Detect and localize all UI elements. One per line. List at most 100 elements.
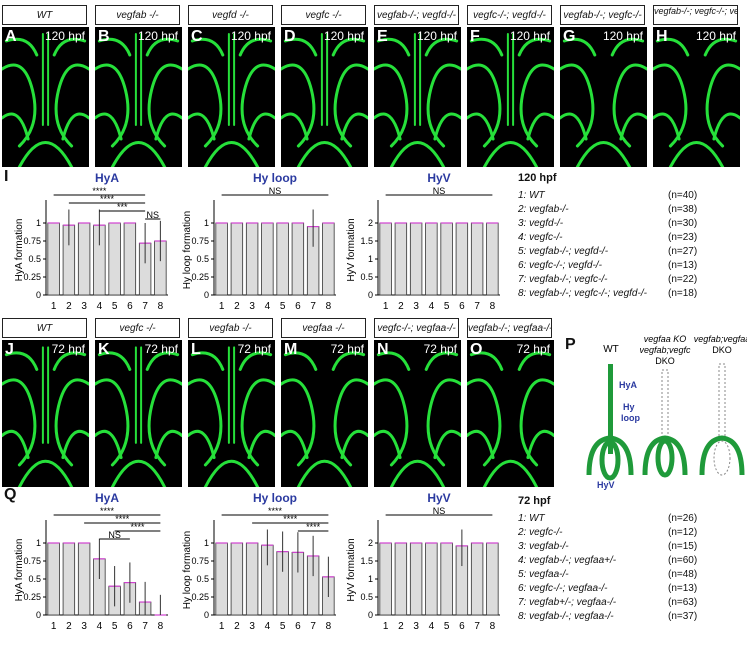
bar [470,542,484,616]
y-axis-label: HyV formation [346,538,357,601]
x-tick-label: 3 [249,301,255,312]
bar [394,222,408,296]
legend-count: (n=18) [668,288,698,299]
legend-count: (n=12) [668,527,698,538]
stage-label: 120 hpf [602,29,643,43]
mid-absent-hya [661,369,669,441]
stage-label: 120 hpf [416,29,457,43]
right-absent-hya [718,363,726,441]
bar [440,222,453,296]
stage-label: 72 hpf [423,342,457,356]
y-axis-label: HyA formation [14,219,25,282]
bar [62,542,76,616]
x-tick-label: 8 [158,301,164,312]
legend-72hpf: 72 hpf 1: WT (n=26) 2: vegfc-/- (n=12) 3: veg… [518,495,697,625]
wt-hyv-vessel [586,435,634,476]
x-tick-label: 7 [310,621,316,632]
x-tick-label: 4 [429,621,435,632]
wt-hy-loop [599,439,621,481]
schematic-mid-sub: vegfab;vegfc [639,345,691,355]
significance-label: NS [433,186,446,196]
stage-label: 72 hpf [330,342,364,356]
legend-genotype: 2: vegfab-/- [518,204,569,215]
chart-title: HyV [427,171,450,185]
x-tick-label: 6 [459,621,465,632]
y-tick-label: 2 [368,538,373,548]
x-tick-label: 2 [234,621,240,632]
vessel-image [95,346,182,487]
panel-letter: B [98,28,110,45]
legend-count: (n=26) [668,513,698,524]
legend-row: 5: vegfab-/-; vegfd-/- (n=27) [518,246,697,260]
stage-label: 120 hpf [137,29,178,43]
x-tick-label: 7 [142,301,148,312]
x-tick-label: 7 [142,621,148,632]
legend-row: 7: vegfab-/-; vegfc-/- (n=22) [518,274,697,288]
y-tick-label: 1.5 [360,556,373,566]
genotype-label: vegfd -/- [188,5,273,25]
schematic-mid-title: vegfaa KO [644,334,687,344]
x-tick-label: 3 [81,621,87,632]
y-tick-label: 0.25 [191,592,209,602]
legend-row: 5: vegfaa-/- (n=48) [518,569,697,583]
legend-genotype: 6: vegfc-/-; vegfaa-/- [518,583,608,594]
x-tick-label: 2 [398,301,404,312]
microscopy-panel: B 120 hpf [95,27,182,167]
y-tick-label: 0 [368,290,373,300]
x-tick-label: 8 [326,301,332,312]
x-tick-label: 8 [490,621,496,632]
vessel-image [95,33,182,167]
y-axis-label: Hy loop formation [182,211,193,289]
vessel-image [653,37,740,167]
x-tick-label: 5 [280,301,286,312]
x-tick-label: 7 [310,301,316,312]
y-tick-label: 0.5 [196,254,209,264]
bar [291,222,305,296]
x-tick-label: 8 [326,621,332,632]
bar [440,542,453,616]
significance-label: **** [268,506,283,516]
legend-row: 2: vegfc-/- (n=12) [518,527,697,541]
mid-hyv-vessel [642,435,688,476]
x-tick-label: 2 [398,621,404,632]
schematic-right-dko: DKO [712,345,732,355]
legend-count: (n=60) [668,555,698,566]
x-tick-label: 8 [490,301,496,312]
x-tick-label: 3 [249,621,255,632]
microscopy-panel: N 72 hpf [374,340,461,487]
schematic-hya: HyA [619,380,638,390]
bar [276,222,289,296]
y-tick-label: 0.75 [23,236,41,246]
genotype-label: vegfab-/-; vegfc-/- [560,5,645,25]
legend-count: (n=13) [668,260,698,271]
genotype-label: vegfab-/-; vegfc-/-; vegfd-/- [653,5,738,25]
genotype-label: vegfab-/-; vegfaa-/- [467,318,552,338]
y-tick-label: 0 [204,610,209,620]
bar [486,222,499,296]
bar [215,222,228,296]
legend-count: (n=40) [668,190,698,201]
y-tick-label: 1 [36,538,41,548]
stage-label: 120 hpf [323,29,364,43]
x-tick-label: 1 [219,621,225,632]
microscopy-panel: L 72 hpf [188,340,275,487]
legend-genotype: 5: vegfaa-/- [518,569,569,580]
legend-row: 6: vegfc-/-; vegfd-/- (n=13) [518,260,697,274]
vessel-image [560,37,647,167]
chart-title: HyA [95,171,119,185]
legend-count: (n=30) [668,218,698,229]
y-tick-label: 0.75 [23,556,41,566]
stage-label: 120 hpf [44,29,85,43]
legend-row: 3: vegfd-/- (n=30) [518,218,697,232]
legend-genotype: 8: vegfab-/-; vegfc-/-; vegfd-/- [518,288,647,299]
legend-genotype: 8: vegfab-/-; vegfaa-/- [518,611,614,622]
x-tick-label: 4 [265,301,271,312]
bar [470,222,484,296]
bar [455,222,469,296]
genotype-label: vegfc-/-; vegfd-/- [467,5,552,25]
significance-label: **** [115,514,130,524]
genotype-label: vegfab -/- [188,318,273,338]
legend-row: 6: vegfc-/-; vegfaa-/- (n=13) [518,583,697,597]
bar [394,542,408,616]
